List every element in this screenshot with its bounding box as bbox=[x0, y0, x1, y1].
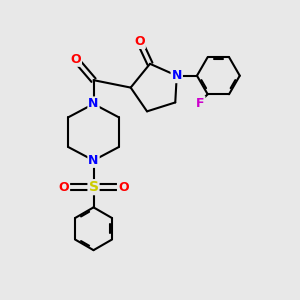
Text: O: O bbox=[134, 35, 145, 48]
Text: N: N bbox=[88, 154, 99, 167]
Text: O: O bbox=[70, 53, 81, 66]
Text: O: O bbox=[58, 181, 69, 194]
Text: N: N bbox=[172, 69, 182, 82]
Text: S: S bbox=[88, 180, 98, 194]
Text: N: N bbox=[88, 98, 99, 110]
Text: O: O bbox=[118, 181, 129, 194]
Text: F: F bbox=[196, 97, 205, 110]
